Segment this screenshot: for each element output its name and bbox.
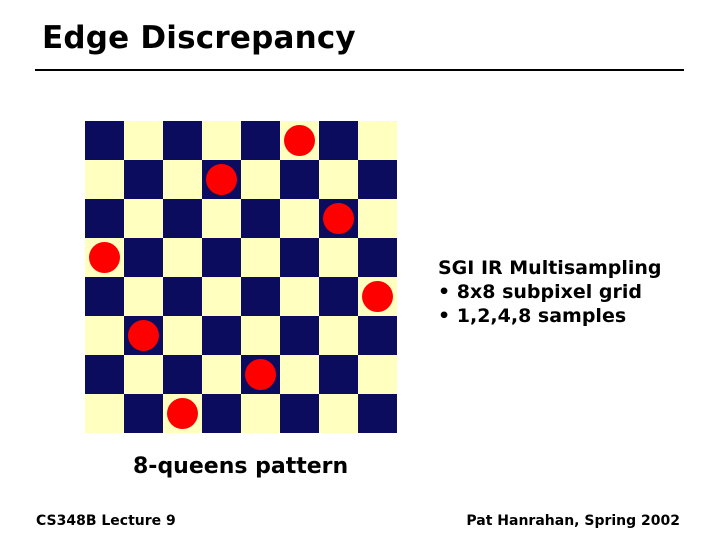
grid-cell <box>280 238 319 277</box>
grid-cell <box>241 199 280 238</box>
grid-cell <box>124 394 163 433</box>
grid-cell <box>358 199 397 238</box>
sample-dot <box>206 164 237 195</box>
grid-cell <box>241 160 280 199</box>
grid-cell <box>319 394 358 433</box>
note-heading: SGI IR Multisampling <box>438 257 662 279</box>
grid-cell <box>358 277 397 316</box>
grid-cell <box>358 160 397 199</box>
grid-cell <box>241 394 280 433</box>
grid-cell <box>202 394 241 433</box>
title-divider <box>35 69 684 71</box>
notes-block: SGI IR Multisampling • 8x8 subpixel grid… <box>438 256 662 328</box>
grid-cell <box>85 160 124 199</box>
grid-cell <box>280 277 319 316</box>
grid-cell <box>163 238 202 277</box>
grid-cell <box>202 160 241 199</box>
grid-cell <box>124 160 163 199</box>
footer-author: Pat Hanrahan, Spring 2002 <box>466 513 680 529</box>
sample-dot <box>323 203 354 234</box>
grid-cell <box>202 238 241 277</box>
footer-course: CS348B Lecture 9 <box>36 513 176 529</box>
grid-cell <box>358 355 397 394</box>
sample-dot <box>89 242 120 273</box>
grid-cell <box>319 316 358 355</box>
grid-cell <box>280 394 319 433</box>
grid-cell <box>358 238 397 277</box>
grid-cell <box>85 316 124 355</box>
grid-cell <box>85 394 124 433</box>
grid-cell <box>319 355 358 394</box>
grid-cell <box>124 277 163 316</box>
grid-cell <box>358 316 397 355</box>
sample-dot <box>362 281 393 312</box>
grid-cell <box>202 316 241 355</box>
grid-cell <box>319 277 358 316</box>
grid-cell <box>124 121 163 160</box>
sample-dot <box>284 125 315 156</box>
note-bullet-grid: • 8x8 subpixel grid <box>438 281 642 303</box>
grid-cell <box>85 238 124 277</box>
grid-cell <box>163 121 202 160</box>
sample-dot <box>167 398 198 429</box>
grid-cell <box>85 277 124 316</box>
queens-grid <box>85 121 397 433</box>
grid-cell <box>280 121 319 160</box>
grid-cell <box>319 121 358 160</box>
grid-cell <box>202 355 241 394</box>
note-bullet-samples: • 1,2,4,8 samples <box>438 305 627 327</box>
grid-cell <box>124 238 163 277</box>
grid-cell <box>280 316 319 355</box>
grid-cell <box>241 355 280 394</box>
grid-cell <box>319 160 358 199</box>
grid-cell <box>124 316 163 355</box>
grid-cell <box>319 199 358 238</box>
sample-dot <box>128 320 159 351</box>
grid-cell <box>85 121 124 160</box>
grid-cell <box>124 199 163 238</box>
grid-cell <box>202 277 241 316</box>
grid-cell <box>241 316 280 355</box>
grid-cell <box>358 394 397 433</box>
grid-cell <box>280 199 319 238</box>
grid-cell <box>163 355 202 394</box>
grid-caption: 8-queens pattern <box>133 454 349 479</box>
sample-dot <box>245 359 276 390</box>
grid-cell <box>163 199 202 238</box>
grid-cell <box>319 238 358 277</box>
slide-title: Edge Discrepancy <box>42 20 356 56</box>
grid-cell <box>163 277 202 316</box>
grid-cell <box>163 160 202 199</box>
grid-cell <box>241 238 280 277</box>
grid-cell <box>280 160 319 199</box>
grid-cell <box>124 355 163 394</box>
grid-cell <box>163 394 202 433</box>
grid-cell <box>358 121 397 160</box>
grid-cell <box>241 121 280 160</box>
grid-cell <box>163 316 202 355</box>
grid-cell <box>85 199 124 238</box>
grid-cell <box>202 121 241 160</box>
grid-cell <box>241 277 280 316</box>
grid-cell <box>202 199 241 238</box>
grid-cell <box>280 355 319 394</box>
grid-cell <box>85 355 124 394</box>
